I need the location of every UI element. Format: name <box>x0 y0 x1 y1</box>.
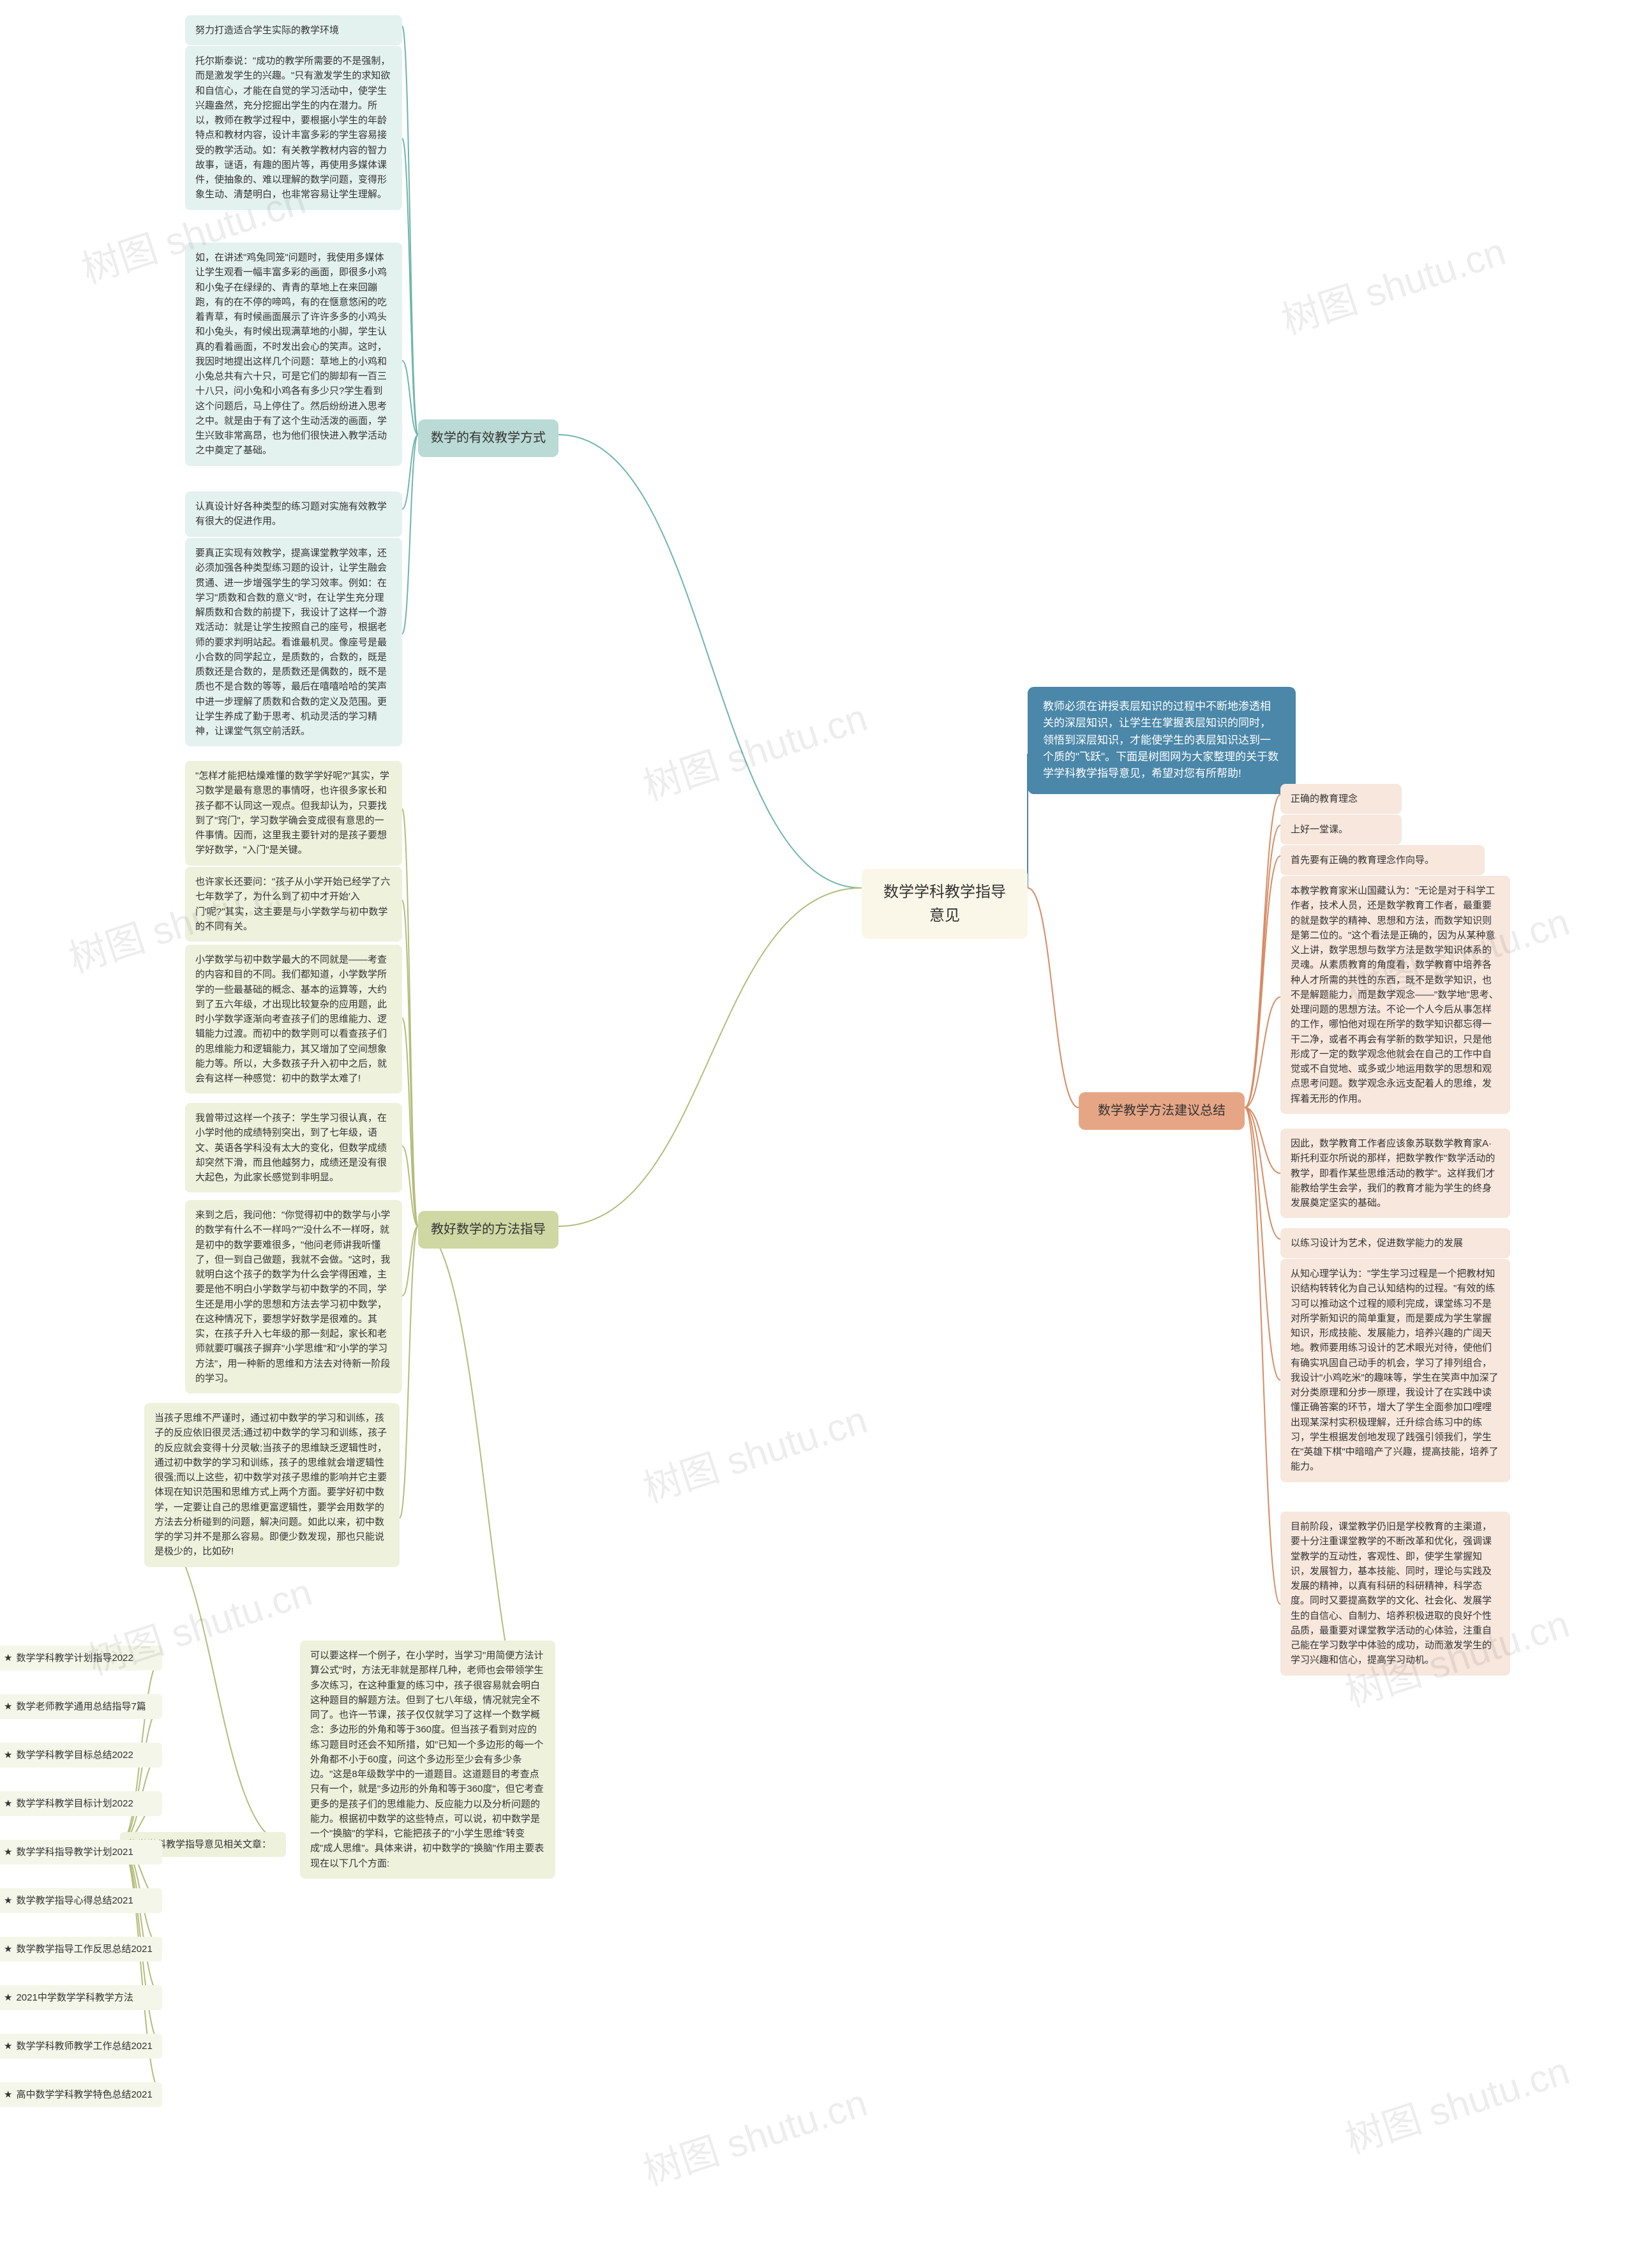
related-item-label: 数学学科教学目标计划2022 <box>16 1798 133 1809</box>
methods-leaf-5: 当孩子思维不严谨时，通过初中数学的学习和训练，孩子的反应依旧很灵活;通过初中数学… <box>144 1403 400 1567</box>
related-item-2[interactable]: ★ 数学学科教学目标总结2022 <box>0 1743 162 1768</box>
methods-leaf-6: 可以要这样一个例子，在小学时，当学习"用简便方法计算公式"时，方法无非就是那样几… <box>300 1641 555 1879</box>
branch-effective-label: 数学的有效教学方式 <box>418 419 558 457</box>
suggest-leaf-7: 目前阶段，课堂教学仍旧是学校教育的主渠道，要十分注重课堂教学的不断改革和优化，强… <box>1280 1512 1510 1676</box>
effective-leaf-0: 努力打造适合学生实际的教学环境 <box>185 15 402 45</box>
related-item-label: 2021中学数学学科教学方法 <box>16 1992 133 2003</box>
star-icon: ★ <box>4 2041 12 2052</box>
star-icon: ★ <box>4 1701 12 1712</box>
related-item-label: 数学教学指导工作反思总结2021 <box>16 1944 152 1955</box>
related-item-label: 数学教学指导心得总结2021 <box>16 1895 133 1906</box>
related-item-6[interactable]: ★ 数学教学指导工作反思总结2021 <box>0 1937 162 1962</box>
suggest-leaf-4: 因此，数学教育工作者应该象苏联数学教育家A·斯托利亚尔所说的那样，把数学教作"数… <box>1280 1129 1510 1218</box>
star-icon: ★ <box>4 1847 12 1858</box>
related-item-label: 数学学科教师教学工作总结2021 <box>16 2041 152 2052</box>
effective-leaf-2: 如，在讲述"鸡兔同笼"问题时，我使用多媒体让学生观看一幅丰富多彩的画面，即很多小… <box>185 243 402 466</box>
related-item-9[interactable]: ★ 高中数学学科教学特色总结2021 <box>0 2082 162 2107</box>
suggest-leaf-1: 上好一堂课。 <box>1280 815 1402 845</box>
related-item-5[interactable]: ★ 数学教学指导心得总结2021 <box>0 1888 162 1913</box>
effective-leaf-4: 要真正实现有效教学，提高课堂教学效率，还必须加强各种类型练习题的设计，让学生融会… <box>185 538 402 746</box>
star-icon: ★ <box>4 1798 12 1809</box>
related-item-1[interactable]: ★ 数学老师教学通用总结指导7篇 <box>0 1694 162 1719</box>
root-intro: 教师必须在讲授表层知识的过程中不断地渗透相关的深层知识，让学生在掌握表层知识的同… <box>1028 687 1296 794</box>
related-item-4[interactable]: ★ 数学学科指导教学计划2021 <box>0 1840 162 1865</box>
related-item-label: 数学学科指导教学计划2021 <box>16 1847 133 1858</box>
branch-methods-label: 教好数学的方法指导 <box>418 1211 558 1249</box>
related-item-8[interactable]: ★ 数学学科教师教学工作总结2021 <box>0 2034 162 2059</box>
watermark: 树图 shutu.cn <box>1337 2040 1575 2165</box>
methods-leaf-3: 我曾带过这样一个孩子：学生学习很认真，在小学时他的成绩特别突出，到了七年级，语文… <box>185 1103 402 1192</box>
related-item-7[interactable]: ★ 2021中学数学学科教学方法 <box>0 1985 162 2010</box>
suggest-leaf-6: 从知心理学认为："学生学习过程是一个把教材知识结构转转化为自己认知结构的过程。"… <box>1280 1259 1510 1482</box>
watermark: 树图 shutu.cn <box>1273 221 1511 345</box>
star-icon: ★ <box>4 1944 12 1955</box>
suggest-leaf-2: 首先要有正确的教育理念作向导。 <box>1280 845 1485 875</box>
star-icon: ★ <box>4 1750 12 1761</box>
related-item-label: 高中数学学科教学特色总结2021 <box>16 2089 152 2100</box>
related-item-label: 数学学科教学计划指导2022 <box>16 1653 133 1663</box>
related-item-label: 数学老师教学通用总结指导7篇 <box>16 1701 146 1712</box>
star-icon: ★ <box>4 1653 12 1663</box>
branch-suggest-label: 数学教学方法建议总结 <box>1079 1092 1245 1130</box>
watermark: 树图 shutu.cn <box>635 687 873 811</box>
watermark: 树图 shutu.cn <box>635 1389 873 1513</box>
star-icon: ★ <box>4 2089 12 2100</box>
related-item-3[interactable]: ★ 数学学科教学目标计划2022 <box>0 1791 162 1816</box>
related-item-label: 数学学科教学目标总结2022 <box>16 1750 133 1761</box>
root-title: 数学学科教学指导意见 <box>862 869 1028 939</box>
effective-leaf-3: 认真设计好各种类型的练习题对实施有效教学有很大的促进作用。 <box>185 492 402 537</box>
suggest-leaf-5: 以练习设计为艺术，促进数学能力的发展 <box>1280 1228 1510 1258</box>
methods-leaf-0: "怎样才能把枯燥难懂的数学学好呢?"其实，学习数学是最有意思的事情呀，也许很多家… <box>185 761 402 866</box>
methods-leaf-2: 小学数学与初中数学最大的不同就是——考查的内容和目的不同。我们都知道，小学数学所… <box>185 945 402 1093</box>
watermark: 树图 shutu.cn <box>635 2072 873 2197</box>
star-icon: ★ <box>4 1992 12 2003</box>
suggest-leaf-0: 正确的教育理念 <box>1280 784 1402 814</box>
related-item-0[interactable]: ★ 数学学科教学计划指导2022 <box>0 1646 162 1671</box>
star-icon: ★ <box>4 1895 12 1906</box>
suggest-leaf-3: 本教学教育家米山国藏认为："无论是对于科学工作者，技术人员，还是数学教育工作者，… <box>1280 876 1510 1114</box>
methods-leaf-4: 来到之后，我问他："你觉得初中的数学与小学的数学有什么不一样吗?""没什么不一样… <box>185 1200 402 1393</box>
methods-leaf-1: 也许家长还要问："孩子从小学开始已经学了六七年数学了，为什么到了初中才开始'入门… <box>185 867 402 942</box>
effective-leaf-1: 托尔斯泰说："成功的教学所需要的不是强制，而是激发学生的兴趣。"只有激发学生的求… <box>185 46 402 210</box>
